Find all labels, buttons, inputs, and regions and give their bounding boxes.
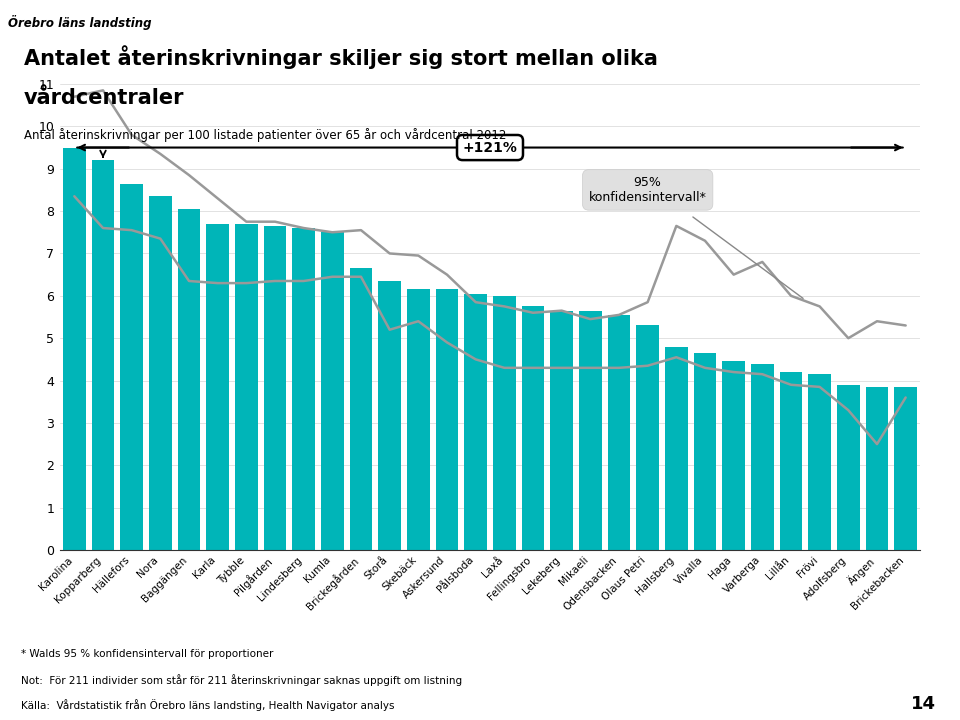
Bar [121,184,143,550]
Text: 14: 14 [911,696,936,714]
Bar [665,346,687,550]
Bar [293,228,315,550]
Bar [465,294,487,550]
Bar [235,224,257,550]
Text: Källa:  Vårdstatistik från Örebro läns landsting, Health Navigator analys: Källa: Vårdstatistik från Örebro läns la… [21,699,395,711]
Bar [322,233,344,550]
Bar [436,289,458,550]
Text: +121%: +121% [463,140,517,155]
Bar [92,161,114,550]
Bar [264,226,286,550]
Bar [608,315,630,550]
Bar [808,374,830,550]
Text: * Walds 95 % konfidensintervall för proportioner: * Walds 95 % konfidensintervall för prop… [21,649,274,659]
Text: 95%
konfidensintervall*: 95% konfidensintervall* [588,176,707,204]
Text: Antalet återinskrivningar skiljer sig stort mellan olika: Antalet återinskrivningar skiljer sig st… [24,45,658,69]
Bar [378,281,401,550]
Bar [349,269,372,550]
Bar [522,307,544,550]
Text: Örebro läns landsting: Örebro läns landsting [8,14,151,30]
Bar [837,384,859,550]
Bar [866,387,888,550]
Bar [550,310,573,550]
Bar [751,364,774,550]
Text: Antal återinskrivningar per 100 listade patienter över 65 år och vårdcentral 201: Antal återinskrivningar per 100 listade … [24,128,506,142]
Bar [63,148,85,550]
Bar [694,353,716,550]
Bar [149,197,172,550]
Bar [407,289,429,550]
Text: Not:  För 211 individer som står för 211 återinskrivningar saknas uppgift om lis: Not: För 211 individer som står för 211 … [21,674,463,685]
Bar [636,325,659,550]
Bar [723,361,745,550]
Text: vårdcentraler: vårdcentraler [24,88,184,108]
Bar [780,372,803,550]
Bar [493,296,516,550]
Bar [579,310,602,550]
Bar [206,224,228,550]
Bar [178,209,201,550]
Bar [895,387,917,550]
